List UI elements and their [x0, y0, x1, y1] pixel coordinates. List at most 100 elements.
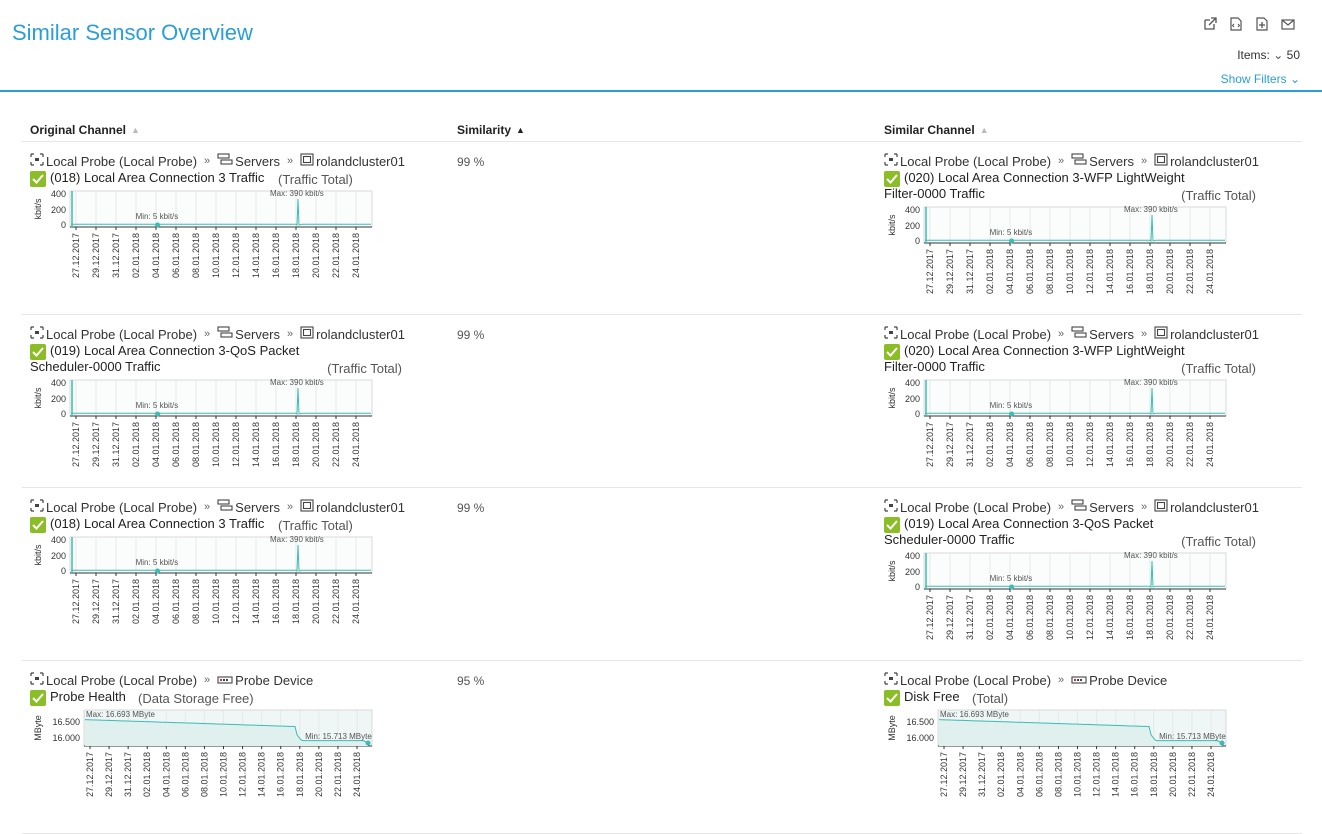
table-row[interactable]: Local Probe (Local Probe) » Servers » roland… [22, 142, 1302, 315]
breadcrumb-group[interactable]: Servers [235, 326, 280, 342]
channel-name[interactable]: (018) Local Area Connection 3 Traffic (Tr… [30, 515, 430, 533]
channel-name-line1: Probe Health [50, 689, 126, 704]
chart-x-tick-label: 18.01.2018 [295, 752, 305, 797]
breadcrumb-group[interactable]: Servers [235, 153, 280, 169]
channel-name[interactable]: (019) Local Area Connection 3-QoS Packet… [30, 342, 430, 376]
chart-min-label: Min: 5 kbit/s [136, 212, 179, 221]
chart-series-line [925, 387, 1225, 416]
status-ok-icon [30, 690, 46, 706]
column-similarity[interactable]: Similarity ▲ [457, 123, 525, 137]
breadcrumb-separator-icon: » [286, 328, 294, 340]
chart-x-tick-label: 24.01.2018 [351, 422, 361, 467]
channel-name[interactable]: (019) Local Area Connection 3-QoS Packet… [884, 515, 1284, 549]
column-original-label: Original Channel [30, 123, 127, 137]
channel-name[interactable]: Probe Health (Data Storage Free) [30, 688, 430, 706]
chart-y-tick-label: 200 [51, 394, 66, 404]
chart-x-tick-label: 14.01.2018 [257, 752, 267, 797]
items-per-page[interactable]: Items: ⌄ 50 [1237, 48, 1300, 62]
export-file-icon[interactable] [1254, 16, 1270, 32]
group-icon [217, 153, 233, 169]
channel-type: (Traffic Total) [1181, 534, 1256, 549]
chart-y-axis-label: kbit/s [33, 198, 43, 220]
breadcrumb-device[interactable]: rolandcluster01 [1170, 153, 1259, 169]
chart-min-marker [155, 222, 161, 228]
sensor-breadcrumb: Local Probe (Local Probe) » Probe Device [884, 672, 1284, 688]
chart-x-tick-label: 20.01.2018 [1165, 422, 1175, 467]
similar-channel-cell: Local Probe (Local Probe) » Servers » roland… [884, 488, 1284, 645]
chart-min-label: Min: 15.713 MByte [305, 732, 372, 741]
breadcrumb-device[interactable]: Probe Device [1089, 672, 1168, 688]
breadcrumb-group[interactable]: Servers [235, 499, 280, 515]
breadcrumb-probe[interactable]: Local Probe (Local Probe) [46, 153, 198, 169]
breadcrumb-probe[interactable]: Local Probe (Local Probe) [900, 499, 1052, 515]
mail-icon[interactable] [1280, 16, 1296, 32]
column-similarity-label: Similarity [457, 123, 512, 137]
channel-name[interactable]: (020) Local Area Connection 3-WFP LightW… [884, 169, 1284, 203]
chart-x-tick-label: 06.01.2018 [171, 422, 181, 467]
breadcrumb-separator-icon: » [286, 155, 294, 167]
breadcrumb-device[interactable]: roland​cluster01 [316, 153, 405, 169]
chart-series-area [939, 719, 1222, 746]
chart-series-line [71, 198, 371, 227]
breadcrumb-device[interactable]: Probe Device [235, 672, 314, 688]
sort-ascending-icon: ▲ [516, 125, 525, 135]
breadcrumb-probe[interactable]: Local Probe (Local Probe) [46, 672, 198, 688]
sensor-breadcrumb: Local Probe (Local Probe) » Servers » roland… [884, 499, 1284, 515]
chart-min-label: Min: 5 kbit/s [136, 401, 179, 410]
device-icon [300, 326, 314, 342]
chart-y-tick-label: 0 [61, 220, 66, 230]
chart-x-tick-label: 16.01.2018 [1130, 752, 1140, 797]
breadcrumb-device[interactable]: rolandcluster01 [316, 326, 405, 342]
chart-x-tick-label: 04.01.2018 [151, 233, 161, 278]
probe-device-icon [1071, 673, 1087, 688]
breadcrumb-separator-icon: » [1058, 674, 1065, 686]
chart-min-marker [1219, 740, 1225, 746]
table-row[interactable]: Local Probe (Local Probe) » Servers » roland… [22, 315, 1302, 488]
breadcrumb-device[interactable]: rolandcluster01 [1170, 499, 1259, 515]
chart-x-tick-label: 10.01.2018 [1073, 752, 1083, 797]
breadcrumb-group[interactable]: Servers [1089, 499, 1134, 515]
show-filters-link[interactable]: Show Filters ⌄ [1221, 72, 1300, 86]
channel-name[interactable]: Disk Free (Total) [884, 688, 1284, 706]
table-row[interactable]: Local Probe (Local Probe) » Servers » roland… [22, 488, 1302, 661]
breadcrumb-device[interactable]: rolandcluster01 [316, 499, 405, 515]
similar-channel-cell: Local Probe (Local Probe) » Servers » roland… [884, 315, 1284, 472]
chart-x-tick-label: 20.01.2018 [1165, 595, 1175, 640]
breadcrumb-probe[interactable]: Local Probe (Local Probe) [900, 326, 1052, 342]
chart-y-tick-label: 0 [61, 409, 66, 419]
xml-file-icon[interactable] [1228, 16, 1244, 32]
breadcrumb-probe[interactable]: Local Probe (Local Probe) [46, 326, 198, 342]
column-original-channel[interactable]: Original Channel ▲︎ [30, 123, 140, 137]
breadcrumb-device[interactable]: rolandcluster01 [1170, 326, 1259, 342]
chart-x-tick-label: 29.12.2017 [91, 422, 101, 467]
breadcrumb-probe[interactable]: Local Probe (Local Probe) [900, 153, 1052, 169]
column-similar-channel[interactable]: Similar Channel ▲ [884, 123, 989, 137]
probe-icon [884, 326, 898, 342]
status-ok-icon [884, 344, 900, 360]
chart-x-tick-label: 16.01.2018 [276, 752, 286, 797]
original-channel-cell: Local Probe (Local Probe) » Servers » roland… [30, 142, 430, 283]
chart-x-tick-label: 29.12.2017 [945, 595, 955, 640]
chart-x-tick-label: 29.12.2017 [104, 752, 114, 797]
table-row[interactable]: Local Probe (Local Probe)» Probe Device Pr… [22, 661, 1302, 834]
chart-x-tick-label: 12.01.2018 [1092, 752, 1102, 797]
breadcrumb-group[interactable]: Servers [1089, 153, 1134, 169]
probe-device-icon [217, 673, 233, 688]
chart-x-tick-label: 04.01.2018 [151, 422, 161, 467]
chart-x-tick-label: 02.01.2018 [131, 579, 141, 624]
chart-x-tick-label: 27.12.2017 [71, 422, 81, 467]
breadcrumb-probe[interactable]: Local Probe (Local Probe) [46, 499, 198, 515]
external-link-icon[interactable] [1202, 16, 1218, 32]
chart-x-tick-label: 08.01.2018 [199, 752, 209, 797]
channel-name[interactable]: (018) Local Area Connection 3 Traffic (Tr… [30, 169, 430, 187]
device-icon [300, 499, 314, 515]
status-ok-icon [30, 344, 46, 360]
chart-x-tick-label: 20.01.2018 [311, 422, 321, 467]
chart-y-tick-label: 400 [905, 205, 920, 215]
channel-name[interactable]: (020) Local Area Connection 3-WFP LightW… [884, 342, 1284, 376]
chart-x-tick-label: 24.01.2018 [1206, 752, 1216, 797]
chart-x-tick-label: 08.01.2018 [191, 422, 201, 467]
chart-plot-area [923, 206, 1227, 244]
breadcrumb-probe[interactable]: Local Probe (Local Probe) [900, 672, 1052, 688]
breadcrumb-group[interactable]: Servers [1089, 326, 1134, 342]
